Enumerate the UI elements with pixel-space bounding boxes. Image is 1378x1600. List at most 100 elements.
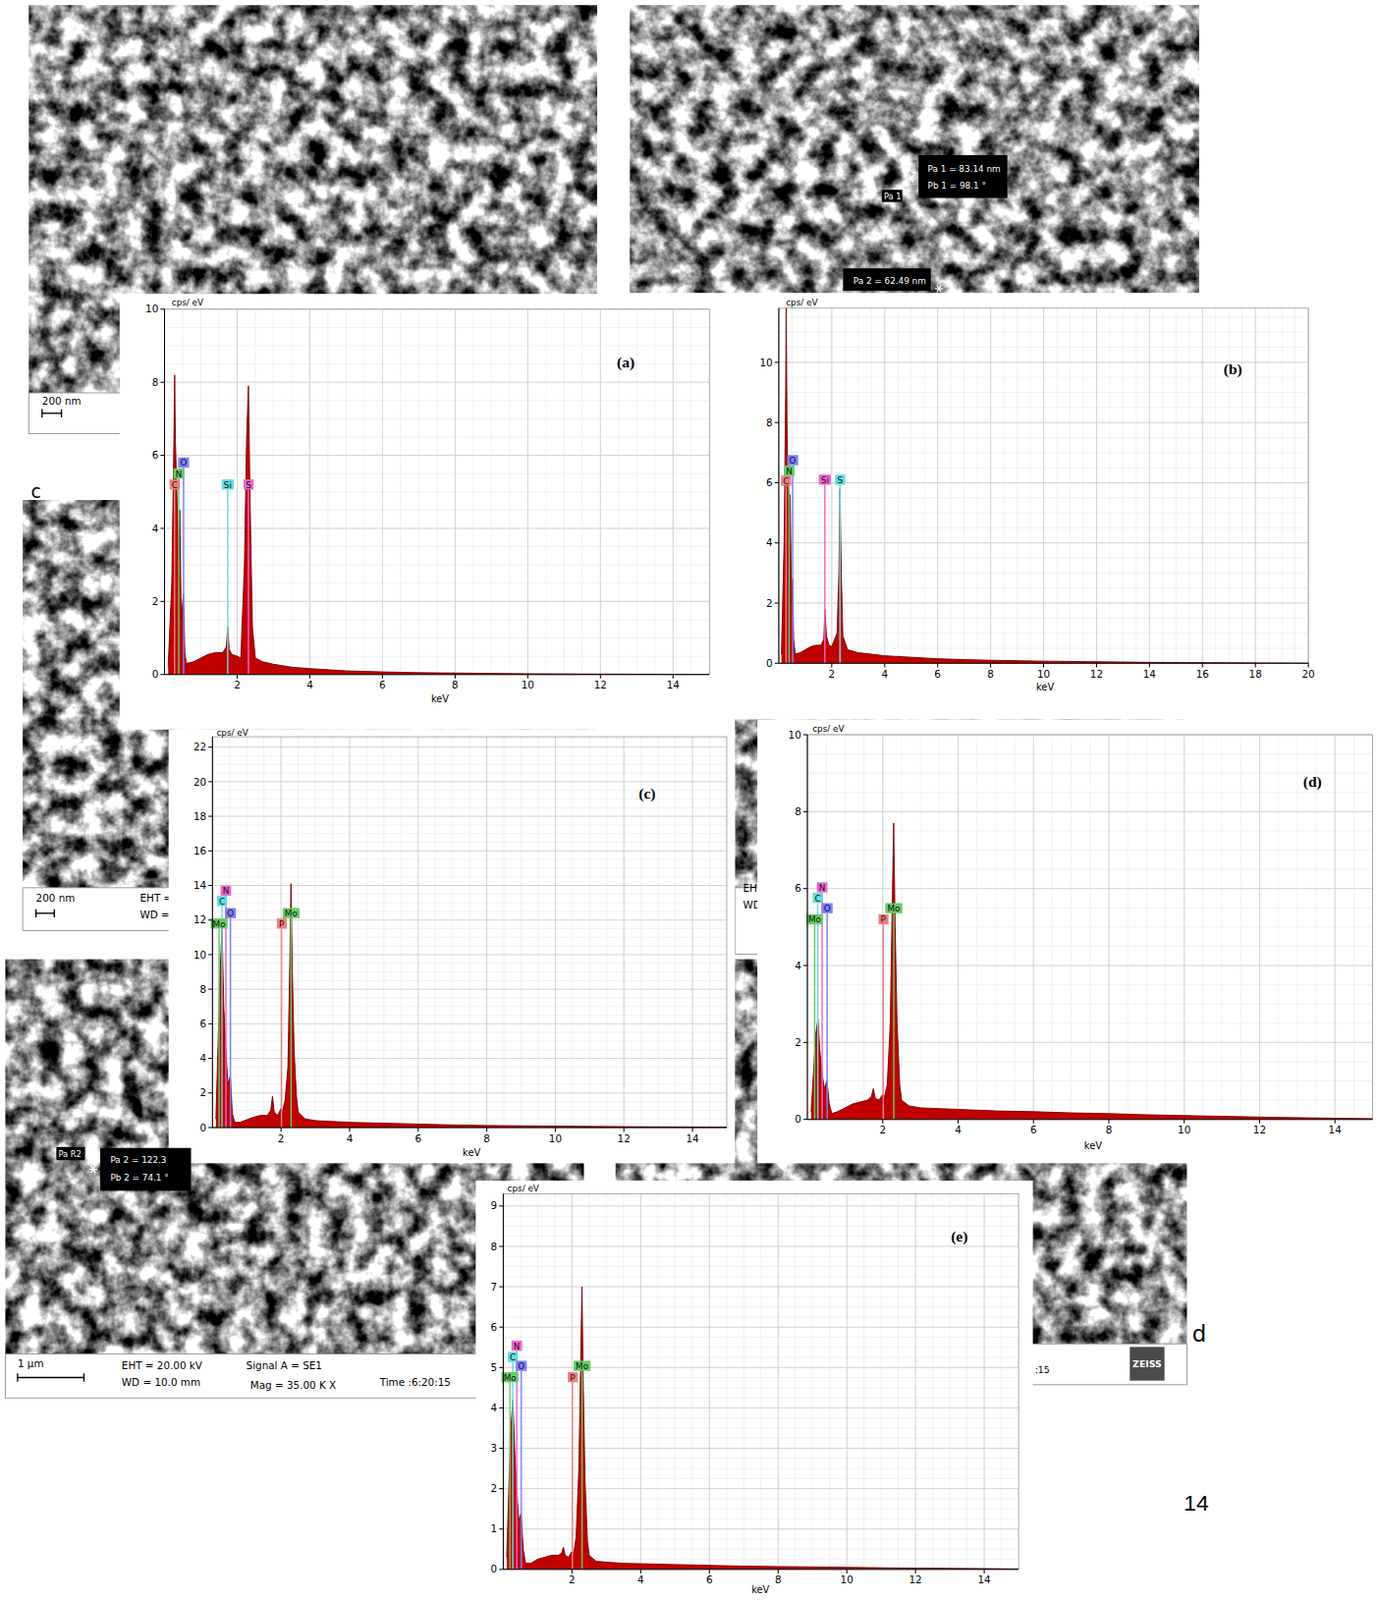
minor-grid — [502, 1205, 1019, 1207]
y-axis-title: cps/ eV — [785, 297, 818, 308]
y-tick — [160, 673, 165, 675]
minor-grid — [212, 884, 727, 886]
x-tick — [554, 1127, 556, 1132]
grid-line — [990, 308, 992, 664]
grid-line — [236, 309, 238, 675]
grid-line — [1183, 734, 1185, 1120]
element-label: O — [789, 455, 797, 466]
element-label: Si — [821, 475, 829, 486]
panel — [119, 293, 733, 730]
element-line — [229, 918, 231, 1128]
x-tick — [984, 1569, 986, 1574]
minor-grid — [1281, 308, 1283, 664]
sem-text: WD = — [140, 908, 170, 921]
x-tick — [382, 674, 384, 679]
x-axis — [212, 1126, 727, 1128]
spectrum — [811, 823, 1374, 1119]
minor-grid — [1334, 734, 1336, 1120]
x-tick-label: 20 — [1302, 667, 1316, 680]
minor-grid — [212, 876, 727, 878]
minor-grid — [212, 928, 727, 930]
y-tick-label: 7 — [491, 1280, 498, 1293]
eds-chart: MoCNOPMo02468101214161820222468101214keV… — [168, 727, 736, 1163]
grid-line — [640, 1194, 642, 1570]
element-label: S — [245, 480, 252, 491]
y-tick — [208, 850, 213, 852]
x-tick — [417, 1127, 419, 1132]
y-tick-label: 4 — [794, 959, 802, 972]
y-tick — [208, 1057, 213, 1059]
grid-line — [778, 603, 1309, 605]
element-line — [882, 924, 884, 1119]
minor-grid — [454, 309, 456, 675]
x-tick — [1259, 1119, 1261, 1124]
minor-grid — [692, 736, 694, 1128]
x-tick-label: 2 — [568, 1573, 576, 1586]
element-box — [169, 479, 180, 490]
minor-grid — [1000, 1194, 1002, 1570]
x-tick — [640, 1569, 642, 1574]
sem-text: Pa 2 = 62.49 nm — [853, 275, 927, 286]
element-label: P — [278, 919, 285, 930]
minor-grid — [778, 603, 1309, 605]
minor-grid — [674, 1194, 676, 1570]
y-tick — [208, 919, 213, 921]
x-tick-label: 12 — [594, 678, 607, 691]
grid-line — [778, 482, 1309, 484]
minor-grid — [897, 1194, 899, 1570]
element-line — [814, 924, 816, 1119]
plot-frame — [502, 1194, 1019, 1570]
minor-grid — [331, 736, 333, 1128]
minor-grid — [212, 850, 727, 852]
minor-grid — [1214, 308, 1216, 664]
y-tick-label: 8 — [491, 1240, 498, 1253]
x-tick — [236, 674, 238, 679]
x-tick-label: 4 — [306, 678, 314, 691]
minor-grid — [709, 1194, 711, 1570]
minor-grid — [812, 1194, 814, 1570]
minor-grid — [1030, 308, 1032, 664]
minor-grid — [606, 736, 607, 1128]
y-tick-label: 8 — [199, 983, 207, 995]
minor-grid — [807, 811, 1374, 813]
minor-grid — [1202, 308, 1204, 664]
grid-line — [807, 1118, 1374, 1120]
element-label: C — [815, 893, 822, 904]
y-tick-label: 6 — [199, 1017, 207, 1030]
x-tick-label: 12 — [1090, 667, 1103, 680]
minor-grid — [212, 841, 727, 843]
minor-grid — [966, 1194, 968, 1570]
y-tick — [498, 1488, 503, 1489]
scale-bar — [83, 1373, 85, 1381]
minor-grid — [725, 1194, 727, 1570]
eds-chart: MoCNOPMo01234567892468101214keVcps/ eV(e… — [475, 1180, 1033, 1600]
minor-grid — [502, 1326, 1019, 1328]
x-tick — [1255, 662, 1257, 667]
element-labels: CNOSiS — [780, 454, 845, 486]
minor-grid — [1135, 308, 1137, 664]
element-label: Mo — [213, 919, 226, 930]
x-tick-label: 12 — [909, 1573, 923, 1586]
minor-grid — [502, 1215, 1019, 1217]
minor-grid — [212, 824, 727, 826]
element-box — [884, 902, 902, 913]
grid-line — [382, 309, 384, 675]
spectrum — [216, 883, 727, 1128]
grid-line — [212, 884, 727, 886]
minor-grid — [807, 753, 1374, 755]
y-tick — [498, 1568, 503, 1570]
minor-grid — [1161, 308, 1163, 664]
x-axis — [502, 1568, 1019, 1570]
grid-line — [778, 542, 1309, 544]
element-label: N — [175, 469, 183, 480]
minor-grid — [743, 1194, 745, 1570]
x-tick-label: 14 — [1143, 667, 1158, 680]
element-label: O — [179, 457, 187, 468]
minor-grid — [807, 849, 1374, 851]
y-tick-label: 10 — [145, 302, 159, 315]
element-line — [788, 475, 790, 663]
y-tick-label: 2 — [766, 597, 773, 609]
sem-text: EHT = 20.00 kV — [121, 1359, 204, 1372]
x-axis-title: keV — [1084, 1140, 1103, 1152]
eds-chart: CNOSiS02468102468101214keVcps/ eV(a) — [119, 293, 733, 730]
